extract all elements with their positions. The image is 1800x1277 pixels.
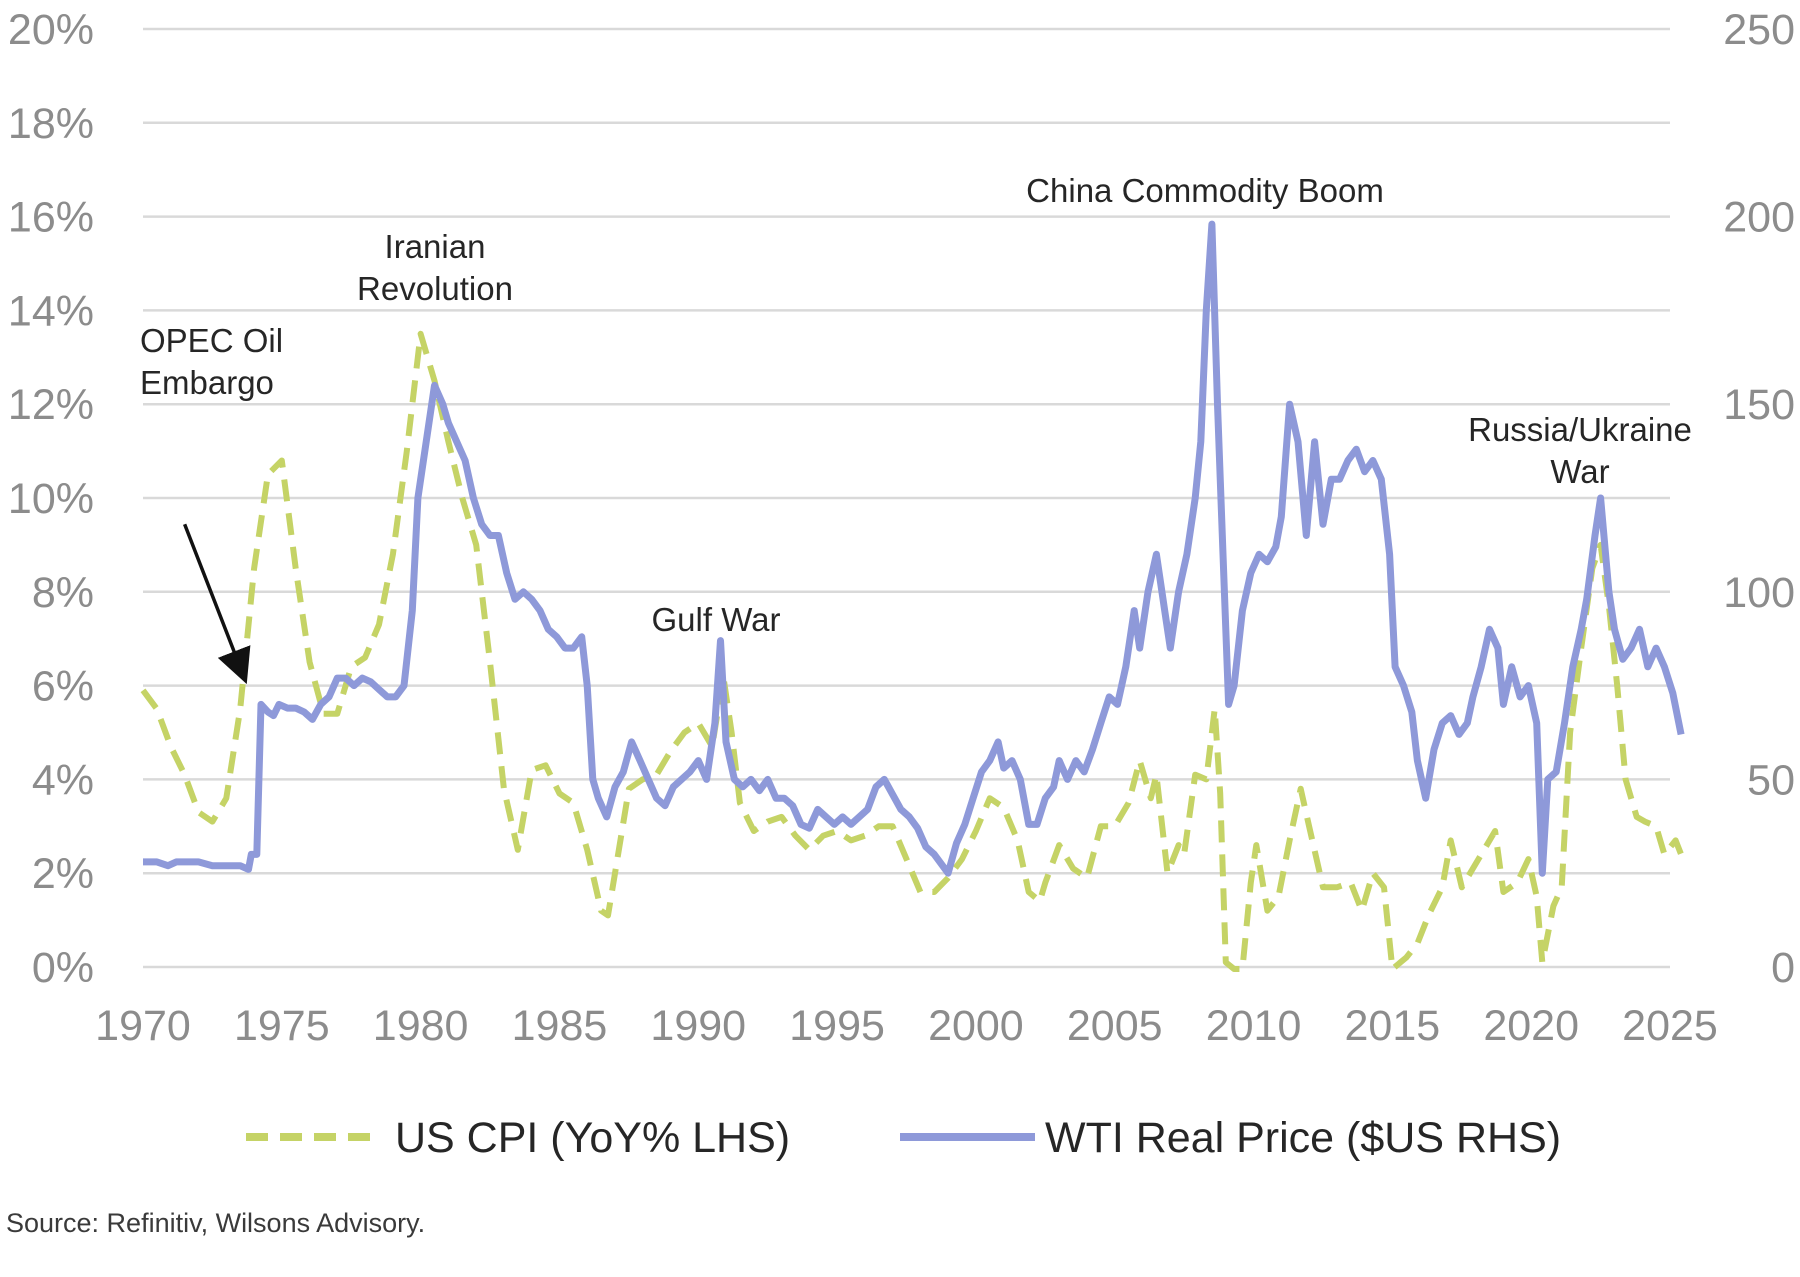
legend-label-0: US CPI (YoY% LHS) <box>395 1114 790 1162</box>
left-tick-label: 4% <box>32 756 94 804</box>
x-tick-label: 2010 <box>1206 1002 1302 1050</box>
right-tick-label: 150 <box>1723 381 1795 429</box>
right-axis-ticks: 0 50 100 150 200 250 <box>1723 6 1795 992</box>
annotation-line: Embargo <box>140 364 274 401</box>
left-tick-label: 8% <box>32 569 94 617</box>
x-tick-label: 1970 <box>95 1002 191 1050</box>
x-tick-label: 1980 <box>373 1002 469 1050</box>
annotation-line: Russia/Ukraine <box>1468 411 1692 448</box>
left-tick-label: 10% <box>8 475 94 523</box>
x-tick-label: 2000 <box>928 1002 1024 1050</box>
right-tick-label: 250 <box>1723 6 1795 54</box>
x-axis-ticks: 1970 1975 1980 1985 1990 1995 2000 2005 2010 2015… <box>95 1002 1718 1050</box>
right-tick-label: 200 <box>1723 194 1795 242</box>
left-tick-label: 14% <box>8 287 94 335</box>
annotation-line: Revolution <box>357 270 513 307</box>
x-tick-label: 2005 <box>1067 1002 1163 1050</box>
left-tick-label: 12% <box>8 381 94 429</box>
x-tick-label: 1995 <box>789 1002 885 1050</box>
left-tick-label: 18% <box>8 100 94 148</box>
right-tick-label: 100 <box>1723 569 1795 617</box>
annotation-line: OPEC Oil <box>140 322 283 359</box>
x-tick-label: 2025 <box>1622 1002 1718 1050</box>
source-note: Source: Refinitiv, Wilsons Advisory. <box>6 1208 425 1238</box>
left-tick-label: 16% <box>8 194 94 242</box>
legend-label-1: WTI Real Price ($US RHS) <box>1045 1114 1561 1162</box>
annotation-line: China Commodity Boom <box>1026 172 1384 209</box>
annotation-china-boom: China Commodity Boom <box>1026 172 1384 209</box>
gridlines <box>143 27 1670 969</box>
annotation-line: Gulf War <box>652 601 781 638</box>
annotation-gulf-war: Gulf War <box>652 601 781 638</box>
series-lines <box>140 220 1685 972</box>
left-tick-label: 2% <box>32 850 94 898</box>
right-tick-label: 50 <box>1747 756 1795 804</box>
x-tick-label: 2020 <box>1483 1002 1579 1050</box>
left-tick-label: 0% <box>32 944 94 992</box>
left-axis-ticks: 0% 2% 4% 6% 8% 10% 12% 14% 16% 18% 20% <box>8 6 94 992</box>
cpi-series-line <box>140 330 1684 972</box>
annotation-opec-embargo: OPEC Oil Embargo <box>140 322 283 401</box>
x-tick-label: 1985 <box>512 1002 608 1050</box>
x-tick-label: 1975 <box>234 1002 330 1050</box>
x-tick-label: 1990 <box>650 1002 746 1050</box>
annotation-arrow <box>183 523 251 685</box>
legend: US CPI (YoY% LHS) WTI Real Price ($US RHS… <box>246 1114 1561 1162</box>
annotation-line: Iranian <box>385 228 486 265</box>
x-tick-label: 2015 <box>1345 1002 1441 1050</box>
annotation-line: War <box>1550 453 1609 490</box>
right-tick-label: 0 <box>1771 944 1795 992</box>
annotations: OPEC Oil Embargo Iranian Revolution Gulf War… <box>140 172 1692 685</box>
annotation-iranian-revolution: Iranian Revolution <box>357 228 513 307</box>
left-tick-label: 20% <box>8 6 94 54</box>
left-tick-label: 6% <box>32 663 94 711</box>
annotation-russia-ukraine: Russia/Ukraine War <box>1468 411 1692 490</box>
wti-series-line <box>143 220 1685 877</box>
